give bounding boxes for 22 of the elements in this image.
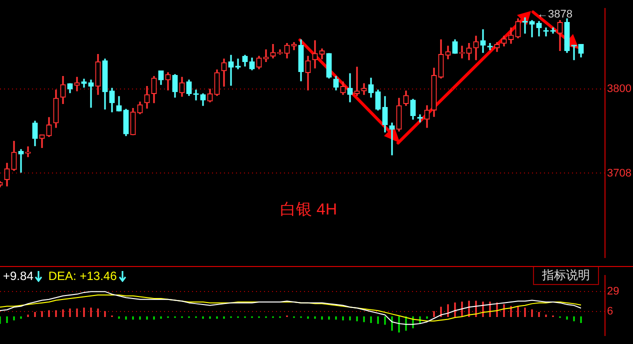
y-tick-label: 29 xyxy=(607,286,620,298)
candlestick xyxy=(312,40,318,68)
y-tick-label: 6 xyxy=(607,305,614,318)
candlestick xyxy=(354,66,360,96)
annotation: ←3878 xyxy=(537,8,572,21)
candlestick xyxy=(18,149,24,173)
annotation: 指标说明 xyxy=(533,267,599,285)
y-tick-label: 3708 xyxy=(607,167,632,180)
candlestick xyxy=(263,49,269,62)
annotation: 白银 4H xyxy=(280,202,338,219)
candlestick xyxy=(347,73,353,102)
candlestick xyxy=(480,29,486,53)
annotation: DEA: +13.46 xyxy=(48,269,117,283)
candlestick xyxy=(459,46,465,58)
candlestick xyxy=(389,122,395,156)
candlestick xyxy=(543,27,549,36)
candlestick xyxy=(228,54,234,86)
candlestick xyxy=(88,80,94,108)
annotation: +9.84 xyxy=(3,269,34,283)
candlestick xyxy=(529,20,535,38)
y-tick-label: 3800 xyxy=(607,83,632,96)
candlestick xyxy=(74,76,80,92)
